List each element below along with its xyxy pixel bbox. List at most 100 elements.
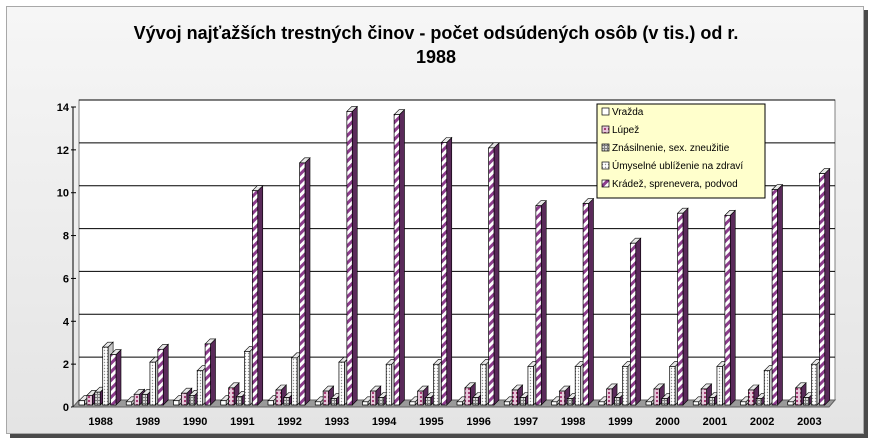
bar [559, 390, 566, 406]
legend-swatch [601, 107, 610, 116]
x-tick-label: 1992 [277, 416, 301, 428]
bar [330, 398, 337, 406]
y-tick-label: 0 [63, 402, 69, 414]
x-tick-label: 2000 [655, 416, 679, 428]
bar [645, 401, 652, 406]
bar [252, 190, 259, 406]
bar-side [729, 209, 736, 406]
bar [157, 348, 164, 406]
y-tick-label: 12 [57, 145, 69, 157]
y-tick-label: 6 [63, 273, 69, 285]
bar [441, 142, 448, 406]
bar [322, 390, 329, 406]
legend-entry: Lúpež [612, 125, 639, 136]
bar [488, 147, 495, 406]
bar [299, 162, 306, 406]
bar-side [304, 157, 311, 406]
bar [362, 401, 369, 406]
bar [173, 400, 180, 406]
bar [740, 401, 747, 406]
bar [78, 400, 85, 406]
bar-side [210, 338, 216, 406]
legend-swatch [601, 179, 610, 188]
bar [244, 351, 251, 406]
bar [291, 357, 298, 406]
bar [771, 189, 778, 406]
x-tick-label: 1997 [514, 416, 538, 428]
y-tick-label: 4 [63, 316, 70, 328]
bar-side [162, 343, 169, 406]
legend-entry: Znásilnenie, sex. zneužitie [612, 143, 730, 154]
bar [669, 366, 676, 406]
chart-title: Vývoj najťažších trestných činov - počet… [7, 21, 865, 69]
bar [141, 393, 148, 406]
bar [196, 370, 203, 406]
bar [598, 401, 605, 406]
bar [283, 397, 290, 406]
bar [622, 366, 629, 406]
bar [692, 401, 700, 406]
legend-swatch [601, 143, 610, 152]
bar [228, 387, 235, 406]
bar [527, 366, 534, 406]
bar-side [399, 108, 405, 406]
bar [188, 395, 196, 406]
bar [102, 346, 109, 406]
legend-entry: Krádež, sprenevera, podvod [612, 179, 738, 190]
bar [795, 387, 802, 406]
bar [716, 366, 723, 406]
bar [614, 397, 621, 406]
bar-side [588, 197, 594, 406]
bar [574, 366, 581, 406]
bar [724, 215, 731, 406]
bar [551, 401, 558, 406]
x-tick-label: 1999 [608, 416, 632, 428]
legend-entry: Vražda [612, 107, 644, 118]
x-tick-label: 1994 [372, 416, 397, 428]
bar-side [446, 136, 453, 406]
bar [267, 400, 274, 406]
bar-side [540, 199, 547, 406]
bar [606, 388, 613, 406]
bar-side [635, 237, 642, 406]
bar [125, 401, 133, 406]
chart-svg: 0 2 4 6 8 10 12 14 1988 1989 1990 1991 1992 1993 1994 1… [57, 99, 837, 428]
chart-title-line2: 1988 [415, 47, 457, 67]
bar [464, 387, 471, 406]
chart-frame: Vývoj najťažších trestných činov - počet… [6, 6, 864, 434]
x-tick-label: 1988 [88, 416, 112, 428]
bar [519, 397, 526, 406]
bar [338, 361, 345, 406]
bar [661, 398, 668, 406]
bar [110, 354, 117, 406]
bar [480, 363, 487, 406]
bar [787, 401, 794, 406]
bar [566, 398, 574, 406]
bar [748, 389, 755, 406]
bar [535, 205, 542, 406]
legend: Vražda Lúpež Znásilnenie, sex. zneužitie Úm… [596, 103, 766, 199]
bar [149, 361, 156, 406]
bar-side [824, 167, 831, 406]
bar [94, 391, 101, 406]
bar [385, 363, 392, 406]
bar-side [682, 207, 689, 406]
x-tick-label: 1990 [183, 416, 207, 428]
y-tick-label: 8 [63, 231, 69, 243]
bar [377, 397, 385, 406]
x-tick-label: 1991 [230, 416, 254, 428]
bar [803, 397, 810, 406]
legend-box [596, 103, 766, 199]
bar-side [351, 105, 358, 406]
x-tick-label: 1993 [325, 416, 349, 428]
bar [677, 212, 684, 406]
bar [346, 111, 353, 406]
x-tick-label: 2001 [703, 416, 727, 428]
y-tick-label: 2 [63, 359, 69, 371]
bar [433, 363, 440, 406]
plot-floor [71, 399, 837, 408]
x-tick-label: 1995 [419, 416, 443, 428]
bar [425, 397, 432, 406]
bar-side [493, 142, 500, 406]
bar [629, 242, 637, 406]
